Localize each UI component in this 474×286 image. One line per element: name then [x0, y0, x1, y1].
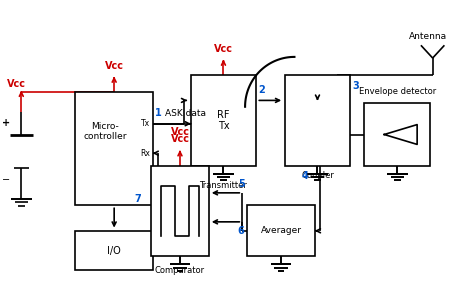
- Text: 7: 7: [135, 194, 141, 204]
- Text: 3: 3: [353, 81, 359, 91]
- Text: +: +: [2, 118, 10, 128]
- Bar: [151, 166, 210, 256]
- Text: Vcc: Vcc: [171, 127, 190, 137]
- Text: 1: 1: [155, 108, 162, 118]
- Text: Vcc: Vcc: [214, 44, 233, 54]
- Bar: [365, 103, 430, 166]
- Text: 2: 2: [259, 85, 265, 95]
- Text: Rx: Rx: [141, 149, 151, 158]
- Text: Vcc: Vcc: [105, 61, 124, 71]
- Text: Tx: Tx: [141, 119, 151, 128]
- Text: RF
Tx: RF Tx: [217, 110, 230, 131]
- Text: Micro-
controller: Micro- controller: [83, 122, 127, 141]
- Bar: [247, 205, 315, 256]
- Text: ASK data: ASK data: [164, 109, 206, 118]
- Text: Coupler: Coupler: [301, 171, 334, 180]
- Text: Comparator: Comparator: [155, 266, 205, 275]
- Text: −: −: [2, 175, 10, 185]
- Text: Antenna: Antenna: [409, 32, 447, 41]
- Text: Transmitter: Transmitter: [200, 181, 247, 190]
- Bar: [191, 75, 256, 166]
- Text: 4: 4: [301, 171, 308, 181]
- Bar: [75, 231, 153, 271]
- Text: 5: 5: [238, 178, 245, 188]
- Text: Averager: Averager: [261, 226, 301, 235]
- Text: Vcc: Vcc: [7, 79, 26, 89]
- Bar: [284, 75, 350, 166]
- Text: Vcc: Vcc: [171, 134, 190, 144]
- Text: I/O: I/O: [107, 246, 121, 256]
- Bar: [75, 92, 153, 205]
- Text: Envelope detector: Envelope detector: [359, 87, 436, 96]
- Text: 6: 6: [238, 226, 245, 236]
